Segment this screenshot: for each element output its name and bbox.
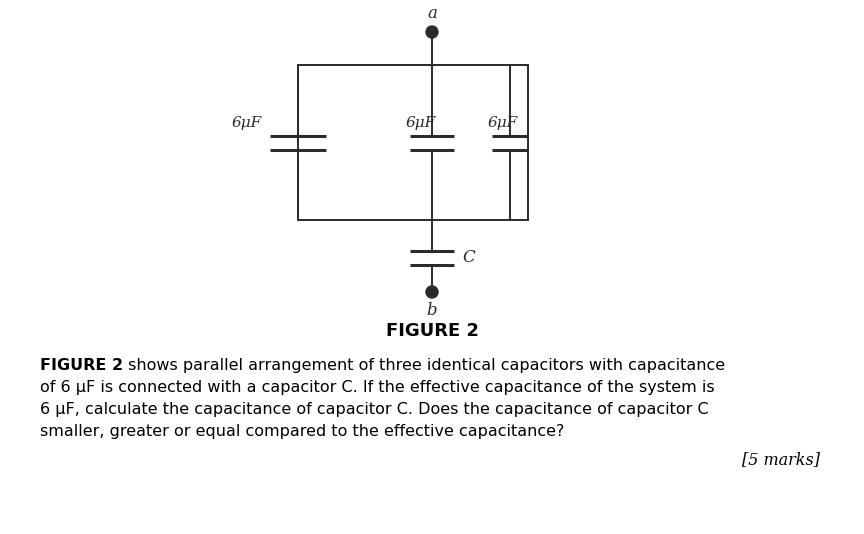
Text: of 6 μF is connected with a capacitor C. If the effective capacitance of the sys: of 6 μF is connected with a capacitor C.… xyxy=(40,380,715,395)
Text: FIGURE 2: FIGURE 2 xyxy=(40,358,124,373)
Text: 6μF: 6μF xyxy=(488,116,518,130)
Text: 6μF: 6μF xyxy=(232,116,262,130)
Circle shape xyxy=(426,26,438,38)
Text: [5 marks]: [5 marks] xyxy=(742,451,820,468)
Text: b: b xyxy=(427,302,437,319)
Text: smaller, greater or equal compared to the effective capacitance?: smaller, greater or equal compared to th… xyxy=(40,424,564,439)
Text: FIGURE 2: FIGURE 2 xyxy=(385,322,479,340)
Text: shows parallel arrangement of three identical capacitors with capacitance: shows parallel arrangement of three iden… xyxy=(123,358,725,373)
Text: a: a xyxy=(427,5,437,22)
Circle shape xyxy=(426,286,438,298)
Text: 6μF: 6μF xyxy=(406,116,436,130)
Text: C: C xyxy=(462,249,474,266)
Text: 6 μF, calculate the capacitance of capacitor C. Does the capacitance of capacito: 6 μF, calculate the capacitance of capac… xyxy=(40,402,708,417)
